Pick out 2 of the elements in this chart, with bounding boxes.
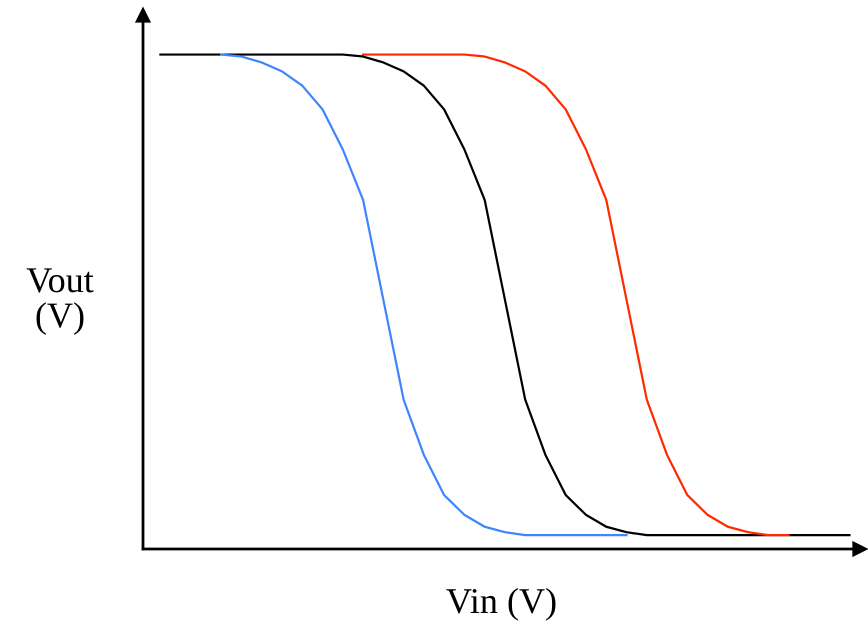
y-axis-title: Vout (V) — [26, 268, 94, 335]
x-axis-title: Vin (V) — [446, 588, 556, 621]
